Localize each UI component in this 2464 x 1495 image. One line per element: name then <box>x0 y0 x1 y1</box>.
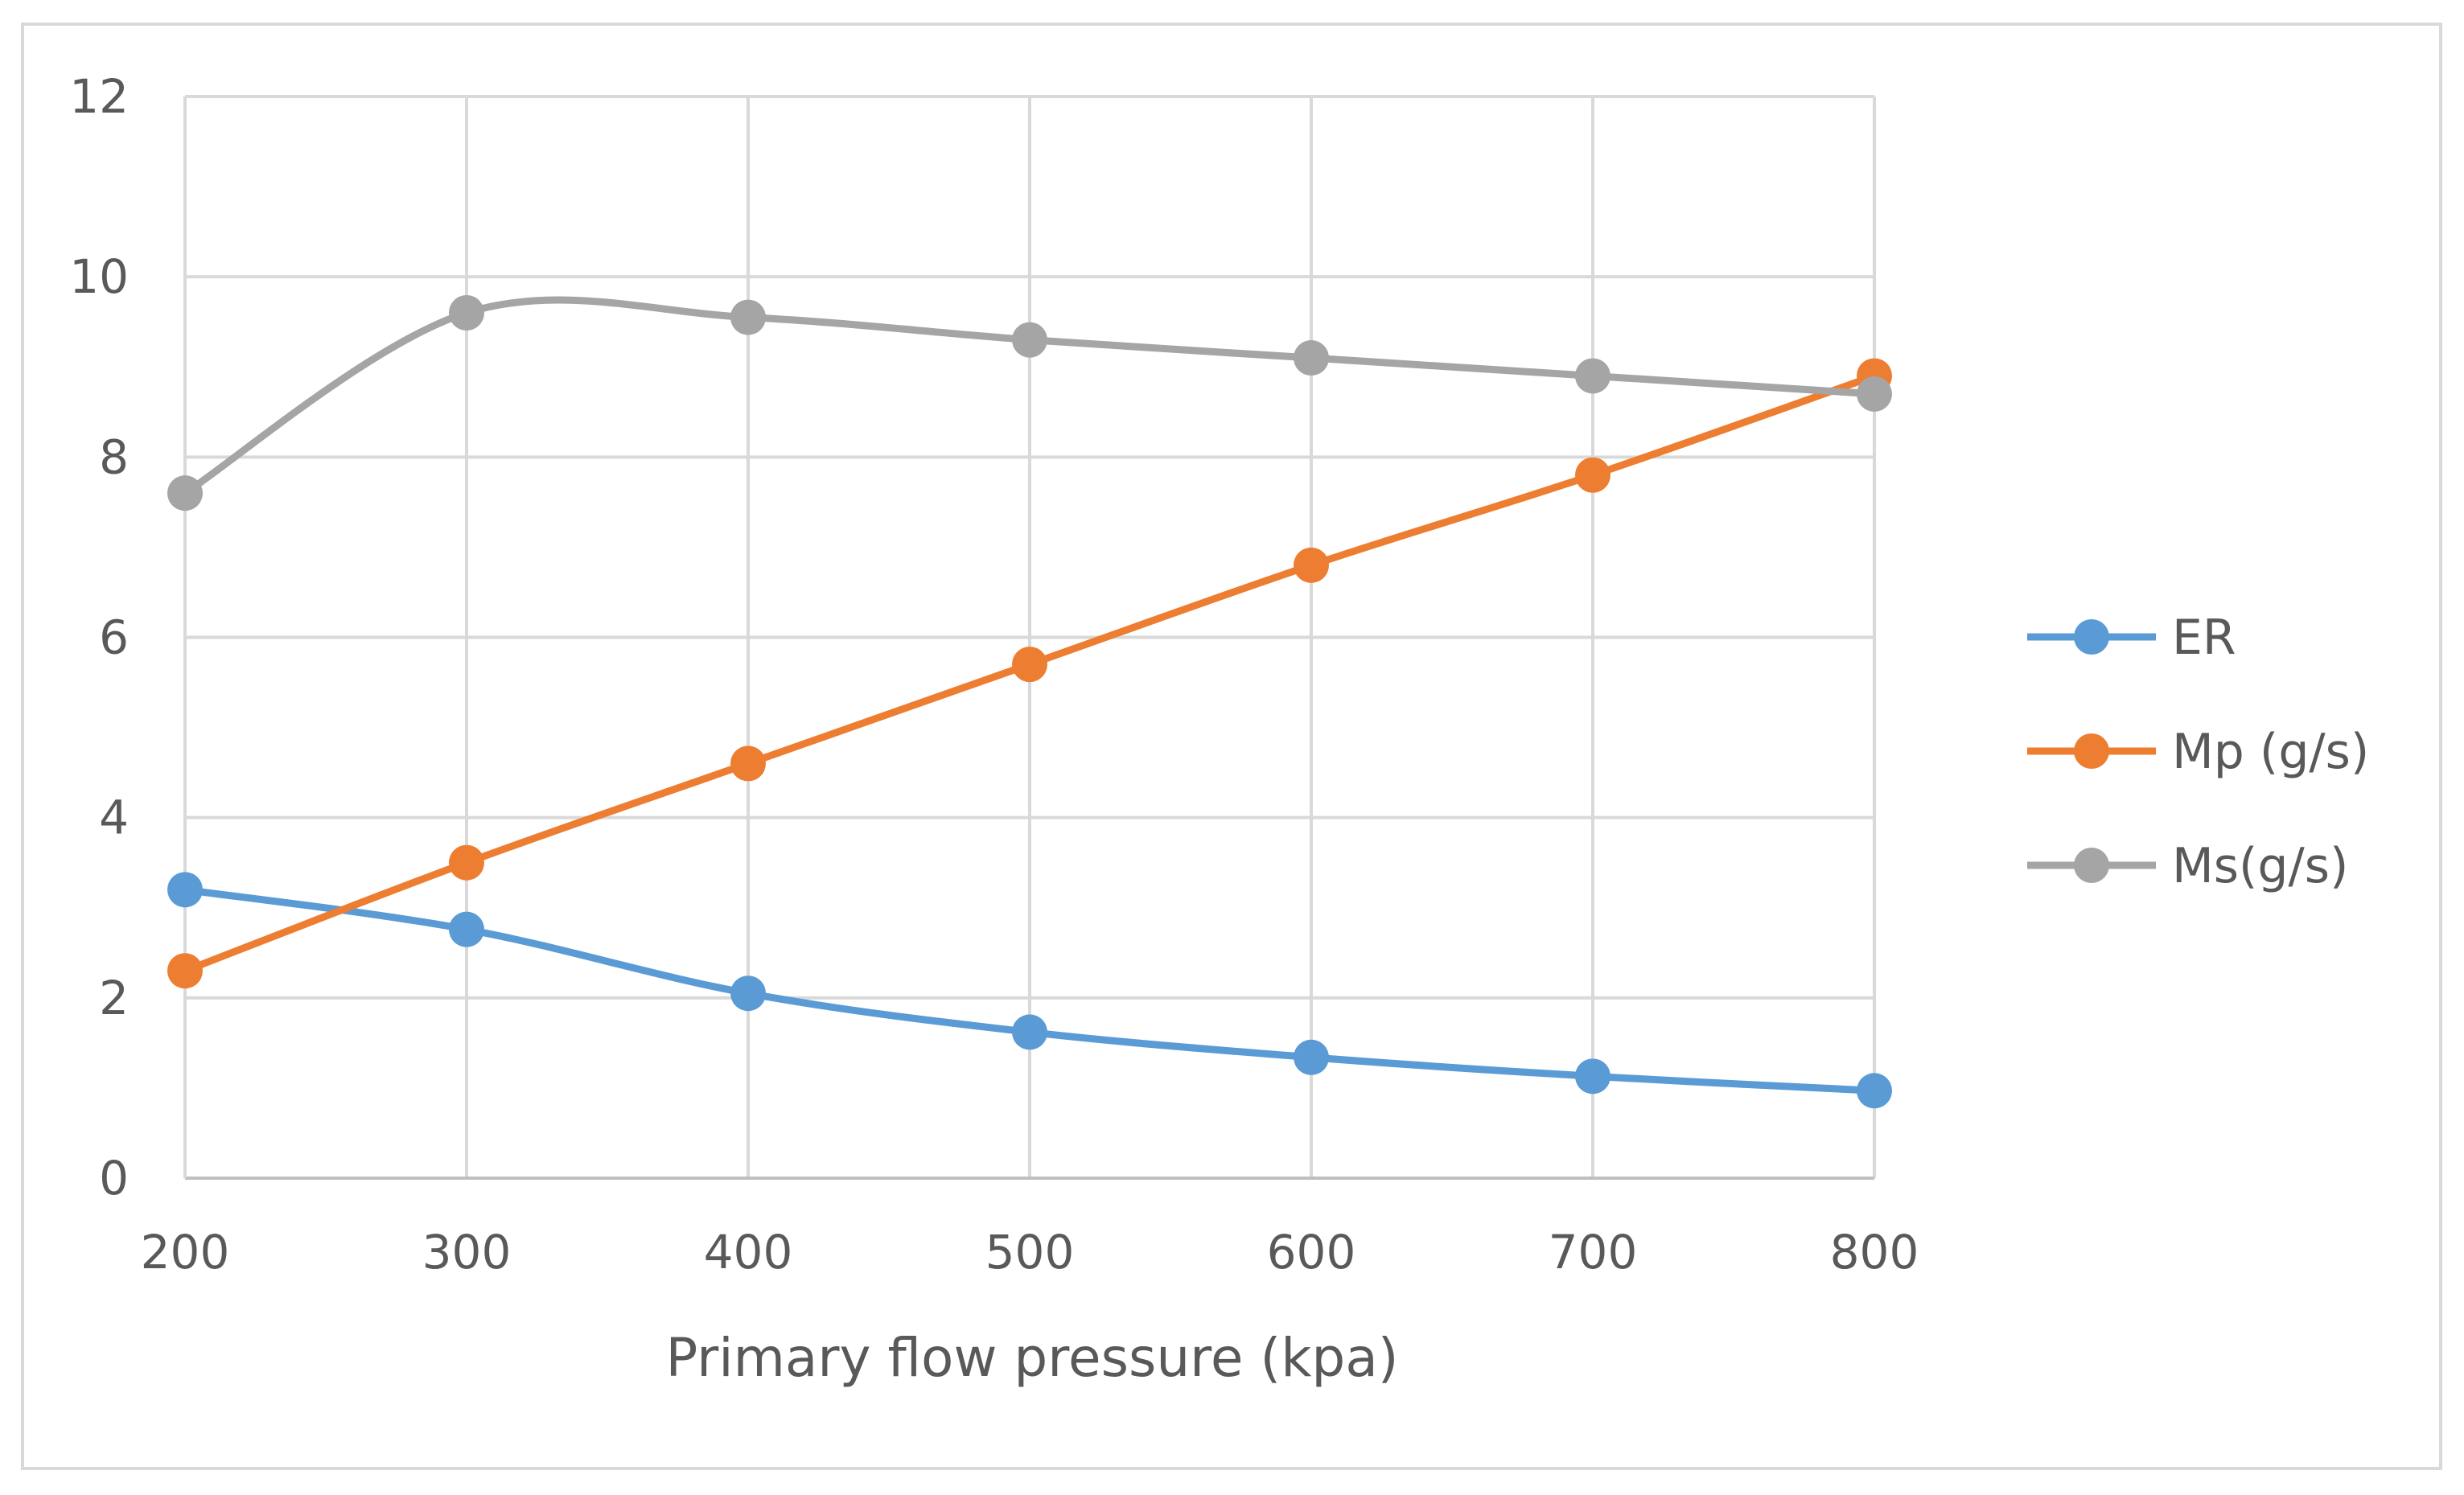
data-point-er <box>449 911 484 947</box>
x-tick-label: 200 <box>141 1225 230 1279</box>
x-axis-title: Primary flow pressure (kpa) <box>665 1327 1398 1389</box>
series-er <box>167 872 1892 1109</box>
data-point-er <box>167 872 203 908</box>
gridlines <box>185 95 1876 1178</box>
data-point-er <box>1012 1014 1047 1050</box>
series-mp-g-s <box>167 358 1892 989</box>
data-point-ms-g-s <box>449 295 484 331</box>
x-tick-label: 500 <box>985 1225 1075 1279</box>
y-axis-tick-labels: 0 2 4 6 8 10 12 <box>69 69 129 1205</box>
data-point-ms-g-s <box>167 475 203 511</box>
data-point-er <box>1294 1039 1329 1075</box>
legend-marker-ms-g-s <box>2074 848 2109 883</box>
data-point-ms-g-s <box>1294 340 1329 376</box>
series-ms-g-s <box>167 295 1892 511</box>
x-tick-label: 600 <box>1267 1225 1356 1279</box>
data-point-ms-g-s <box>1575 358 1610 394</box>
y-tick-label: 10 <box>69 249 129 304</box>
y-tick-label: 4 <box>99 791 129 845</box>
y-tick-label: 2 <box>99 971 129 1025</box>
y-tick-label: 0 <box>99 1151 129 1205</box>
data-point-mp-g-s <box>449 844 484 881</box>
legend-label-mp-g-s: Mp (g/s) <box>2172 724 2369 780</box>
data-point-ms-g-s <box>1012 322 1047 358</box>
x-axis-tick-labels: 200 300 400 500 600 700 800 <box>141 1225 1919 1279</box>
data-point-ms-g-s <box>730 299 766 335</box>
y-tick-label: 12 <box>69 69 129 124</box>
legend-label-ms-g-s: Ms(g/s) <box>2172 838 2348 894</box>
data-point-mp-g-s <box>167 953 203 989</box>
x-tick-label: 400 <box>704 1225 793 1279</box>
y-tick-label: 8 <box>99 429 129 484</box>
series-layer <box>167 295 1892 1109</box>
data-point-er <box>730 975 766 1012</box>
data-point-er <box>1575 1058 1610 1095</box>
data-point-er <box>1857 1073 1892 1109</box>
axes <box>183 97 1874 1180</box>
chart-frame <box>21 23 2442 1470</box>
legend-item-ms-g-s: Ms(g/s) <box>2027 838 2348 894</box>
legend: ER Mp (g/s) Ms(g/s) <box>2027 610 2369 894</box>
legend-item-er: ER <box>2027 610 2236 666</box>
data-point-mp-g-s <box>1012 647 1047 683</box>
y-tick-label: 6 <box>99 610 129 665</box>
x-tick-label: 800 <box>1830 1225 1919 1279</box>
data-point-mp-g-s <box>1294 547 1329 583</box>
legend-item-mp-g-s: Mp (g/s) <box>2027 724 2369 780</box>
x-tick-label: 300 <box>422 1225 512 1279</box>
data-point-mp-g-s <box>730 745 766 782</box>
data-point-mp-g-s <box>1575 457 1610 493</box>
legend-marker-mp-g-s <box>2074 733 2109 769</box>
data-point-ms-g-s <box>1857 376 1892 412</box>
x-tick-label: 700 <box>1549 1225 1638 1279</box>
legend-label-er: ER <box>2172 610 2236 666</box>
legend-marker-er <box>2074 619 2109 655</box>
